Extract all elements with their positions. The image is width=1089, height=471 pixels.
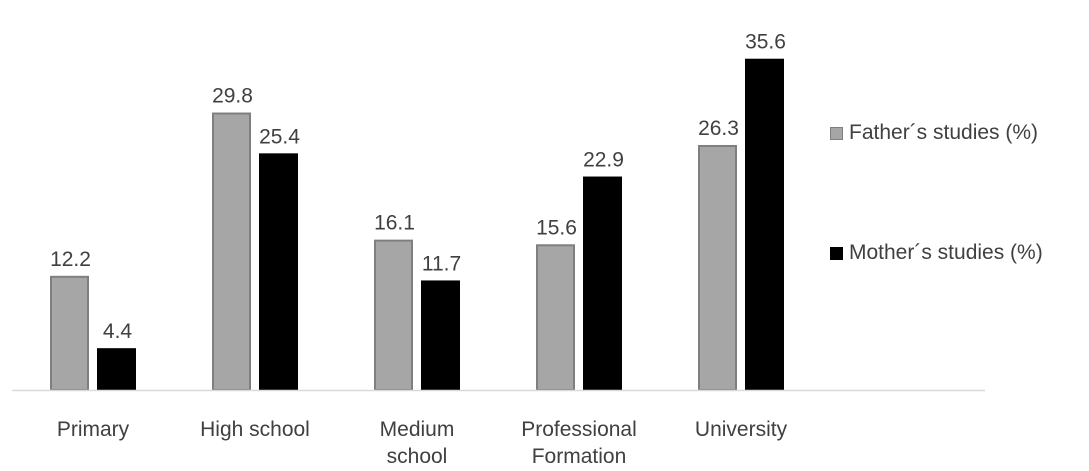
data-label-mother-0: 4.4 — [103, 320, 133, 343]
data-label-father-0: 12.2 — [50, 248, 91, 271]
x-tick-label-2-line-0: Medium — [380, 418, 455, 441]
bar-mother-2 — [421, 280, 460, 392]
data-label-father-3: 15.6 — [536, 216, 577, 239]
data-label-father-1: 29.8 — [212, 85, 253, 108]
data-label-mother-1: 25.4 — [259, 125, 300, 148]
x-tick-label-3-line-0: Professional — [521, 418, 637, 441]
legend-swatch-father — [830, 126, 843, 140]
bar-father-0 — [50, 275, 89, 391]
x-tick-label-1: High school — [200, 418, 310, 441]
bar-mother-0 — [97, 348, 136, 391]
data-label-father-2: 16.1 — [374, 212, 415, 235]
data-label-mother-2: 11.7 — [422, 252, 461, 275]
bar-mother-4 — [745, 58, 784, 391]
data-label-mother-4: 35.6 — [745, 31, 786, 54]
legend-label-father: Father´s studies (%) — [849, 121, 1039, 144]
legend-item-father: Father´s studies (%) — [830, 118, 1043, 148]
legend-swatch-mother — [830, 246, 843, 260]
bar-father-4 — [698, 144, 737, 391]
legend-item-mother: Mother´s studies (%) — [830, 238, 1043, 268]
chart-legend: Father´s studies (%) Mother´s studies (%… — [830, 118, 1043, 268]
x-tick-label-2-line-1: school — [387, 445, 448, 468]
data-label-mother-3: 22.9 — [583, 149, 624, 172]
data-label-father-4: 26.3 — [698, 117, 739, 140]
legend-label-mother: Mother´s studies (%) — [849, 241, 1043, 264]
x-tick-label-4: University — [695, 418, 788, 441]
bar-father-1 — [212, 112, 251, 392]
x-tick-label-3-line-1: Formation — [532, 445, 627, 468]
bar-mother-1 — [259, 153, 298, 391]
bar-mother-3 — [583, 176, 622, 391]
bar-father-2 — [374, 239, 413, 391]
x-tick-label-0: Primary — [57, 418, 130, 441]
bar-father-3 — [536, 244, 575, 391]
